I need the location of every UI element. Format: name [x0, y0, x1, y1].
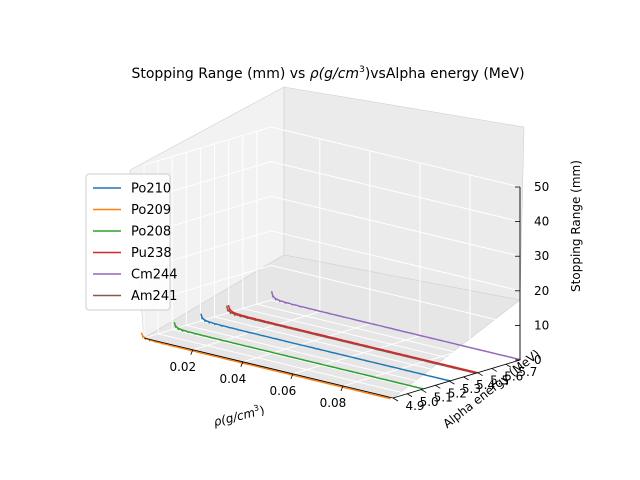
grid-line: [157, 333, 408, 395]
y-tick-mark: [435, 384, 441, 389]
x-axis-label: ρ(g/cm3): [212, 402, 266, 429]
grid-line: [292, 335, 421, 375]
legend-label-pu238: Pu238: [131, 246, 172, 261]
y-tick-mark: [406, 393, 413, 398]
grid-line: [214, 316, 464, 378]
x-tick-label: 0.08: [320, 396, 347, 410]
series-lines: [140, 291, 521, 400]
x-axis-line: [143, 337, 394, 399]
legend-label-cm244: Cm244: [131, 268, 178, 283]
grid-line: [186, 324, 436, 386]
z-tick-label: 20: [534, 284, 549, 298]
series-line-pu238: [227, 304, 478, 374]
grid-line: [242, 307, 492, 369]
z-tick-label: 40: [534, 215, 549, 229]
y-tick-label: 5.7: [518, 365, 537, 379]
y-tick-mark: [392, 397, 399, 402]
grid-line: [270, 126, 521, 188]
y-tick-label: 5.1: [434, 391, 453, 405]
legend-label-po209: Po209: [131, 203, 171, 218]
y-tick-mark: [505, 363, 512, 368]
legend: Po210 Po209 Po208 Pu238 Cm244 Am241: [85, 173, 178, 311]
grid-line: [270, 230, 521, 292]
y-tick-mark: [491, 368, 497, 372]
x-tick-label: 0.04: [219, 372, 246, 386]
x-tick-label: 0.06: [270, 384, 297, 398]
x-tick-mark: [240, 361, 244, 367]
x-tick-mark: [340, 385, 344, 392]
y-tick-label: 5.0: [420, 395, 439, 409]
y-tick-label: 5.5: [490, 374, 509, 388]
chart-title: Stopping Range (mm) vs ρ(g/cm3)vsAlpha e…: [131, 65, 524, 82]
legend-label-po210: Po210: [131, 182, 171, 197]
grid-line: [242, 323, 370, 363]
z-tick-label: 50: [534, 180, 549, 194]
grid-line: [270, 195, 521, 257]
grid-line: [270, 161, 521, 223]
series-line-po210: [200, 313, 451, 382]
y-tick-label: 5.6: [504, 369, 523, 383]
x-tick-mark: [290, 373, 294, 380]
series-line-po209: [140, 332, 391, 400]
series-line-cm244: [270, 291, 521, 361]
y-tick-label: 5.3: [462, 382, 481, 396]
y-tick-label: 5.4: [476, 378, 495, 392]
y-tick-label: 5.2: [448, 386, 467, 400]
axes: [143, 187, 521, 399]
y-tick-mark: [463, 376, 469, 381]
y-tick-label: 4.9: [405, 399, 424, 413]
y-tick-mark: [449, 380, 455, 385]
grid-line: [270, 264, 521, 326]
grid-line: [143, 126, 272, 166]
x-tick-mark: [190, 349, 194, 355]
grid-line: [256, 303, 507, 365]
ticks: 0.02 0.04 0.06 0.08 4.95.05.15.25.35.45.55.6…: [169, 180, 549, 413]
z-tick-label: 30: [534, 249, 549, 263]
z-axis-label: Stopping Range (mm): [569, 160, 583, 292]
z-tick-label: 10: [534, 318, 549, 332]
y-tick-mark: [421, 389, 427, 393]
z-tick-label: 0: [534, 353, 542, 367]
grid-line: [172, 329, 422, 391]
series-line-po208: [173, 322, 424, 390]
x-tick-label: 0.02: [169, 360, 196, 374]
legend-label-po208: Po208: [131, 225, 171, 240]
grid-line: [143, 299, 272, 339]
legend-box: [85, 173, 171, 311]
y-axis-line: [392, 359, 521, 399]
y-tick-mark: [477, 372, 483, 377]
grid-line: [342, 347, 471, 387]
grid-line: [192, 311, 320, 351]
legend-label-am241: Am241: [131, 289, 177, 304]
